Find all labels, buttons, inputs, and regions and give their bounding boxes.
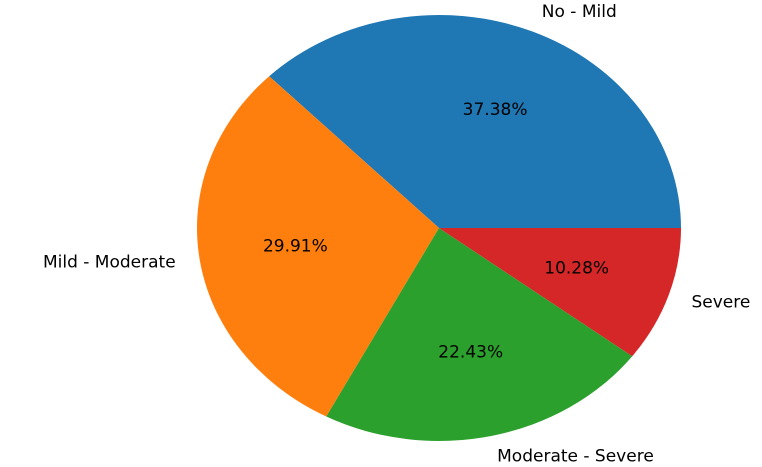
percent-label: 22.43% [438, 343, 503, 363]
slice-label: Moderate - Severe [497, 447, 654, 467]
pie-slice [326, 228, 633, 441]
pie-slice [439, 228, 681, 357]
slice-label: Mild - Moderate [43, 252, 176, 272]
slice-label: Severe [691, 292, 750, 312]
pie-slice [269, 15, 681, 229]
percent-label: 10.28% [544, 259, 609, 279]
slice-label: No - Mild [542, 2, 617, 22]
pie-slice [196, 76, 439, 417]
percent-label: 37.38% [463, 100, 528, 120]
percent-label: 29.91% [263, 237, 328, 257]
